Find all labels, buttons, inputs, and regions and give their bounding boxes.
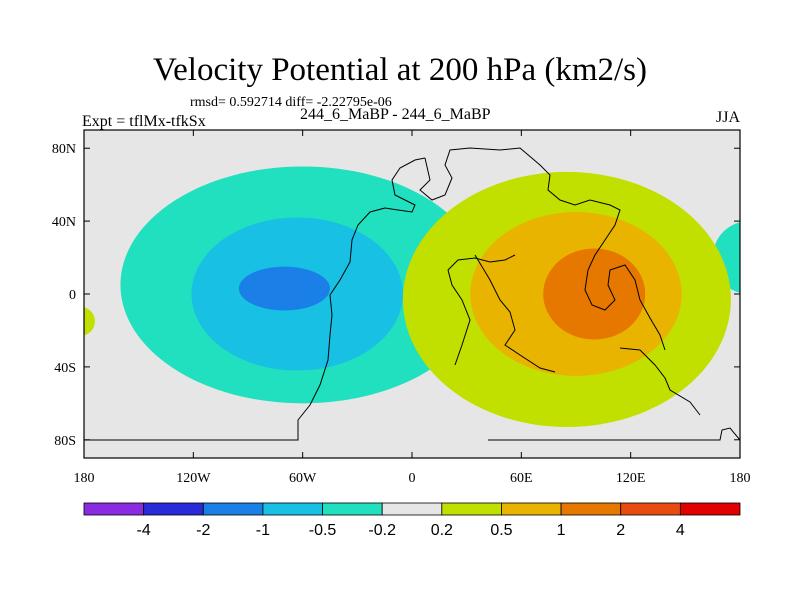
y-tick-label: 80N — [52, 142, 76, 157]
colorbar-label: 1 — [557, 522, 566, 539]
x-axis: 180 120W 60W 0 60E 120E 180 — [74, 130, 751, 486]
x-tick-label: 60W — [289, 471, 317, 486]
colorbar-label: -0.5 — [309, 522, 337, 539]
colorbar-swatch — [381, 502, 443, 516]
x-tick-label: 180 — [730, 471, 751, 486]
colorbar-label: 0.2 — [431, 522, 453, 539]
colorbar-swatch — [322, 502, 383, 516]
coastline-americas — [84, 157, 426, 441]
coastlines — [84, 147, 740, 441]
colorbar-label: -4 — [137, 522, 151, 539]
coastline-africa-west — [447, 254, 516, 366]
chart-title: Velocity Potential at 200 hPa (km2/s) — [152, 52, 648, 88]
colorbar-label: -1 — [256, 522, 270, 539]
chart-subtitle: 244_6_MaBP - 244_6_MaBP — [300, 106, 491, 123]
colorbar: -4 -2 -1 -0.5 -0.2 0.2 0.5 1 2 4 — [83, 502, 741, 539]
stats-line: rmsd= 0.592714 diff= -2.22795e-06 — [190, 95, 392, 110]
experiment-label: Expt = tflMx-tfkSx — [82, 113, 206, 130]
x-tick-label: 60E — [510, 471, 533, 486]
coastline-antarctica — [488, 427, 740, 441]
x-tick-label: 180 — [74, 471, 95, 486]
colorbar-label: 0.5 — [490, 522, 512, 539]
colorbar-swatch — [83, 502, 145, 516]
colorbar-label: 2 — [616, 522, 625, 539]
season-label: JJA — [715, 109, 740, 126]
y-tick-label: 80S — [54, 434, 76, 449]
colorbar-label: -2 — [196, 522, 210, 539]
coastline-eurasia — [419, 147, 666, 351]
colorbar-swatch — [620, 502, 681, 516]
colorbar-swatch — [262, 502, 323, 516]
y-tick-label: 40N — [52, 215, 76, 230]
x-tick-label: 0 — [409, 471, 416, 486]
y-tick-label: 0 — [69, 288, 76, 303]
y-axis: 80N 40N 0 40S 80S — [52, 142, 740, 449]
colorbar-swatch — [679, 502, 741, 516]
contour-region — [543, 248, 646, 340]
colorbar-swatch — [441, 502, 502, 516]
y-tick-label: 40S — [54, 361, 76, 376]
colorbar-swatch — [560, 502, 622, 516]
colorbar-swatch — [143, 502, 204, 516]
x-tick-label: 120E — [616, 471, 646, 486]
contour-region — [238, 266, 330, 311]
x-tick-label: 120W — [176, 471, 211, 486]
contour-region — [84, 307, 95, 336]
contour-fills — [84, 166, 740, 428]
colorbar-swatch — [202, 502, 264, 516]
colorbar-label: -0.2 — [368, 522, 396, 539]
coastline-africa-east — [474, 254, 556, 373]
coastline-australia — [619, 347, 701, 416]
colorbar-swatch — [501, 502, 562, 516]
colorbar-label: 4 — [676, 522, 685, 539]
